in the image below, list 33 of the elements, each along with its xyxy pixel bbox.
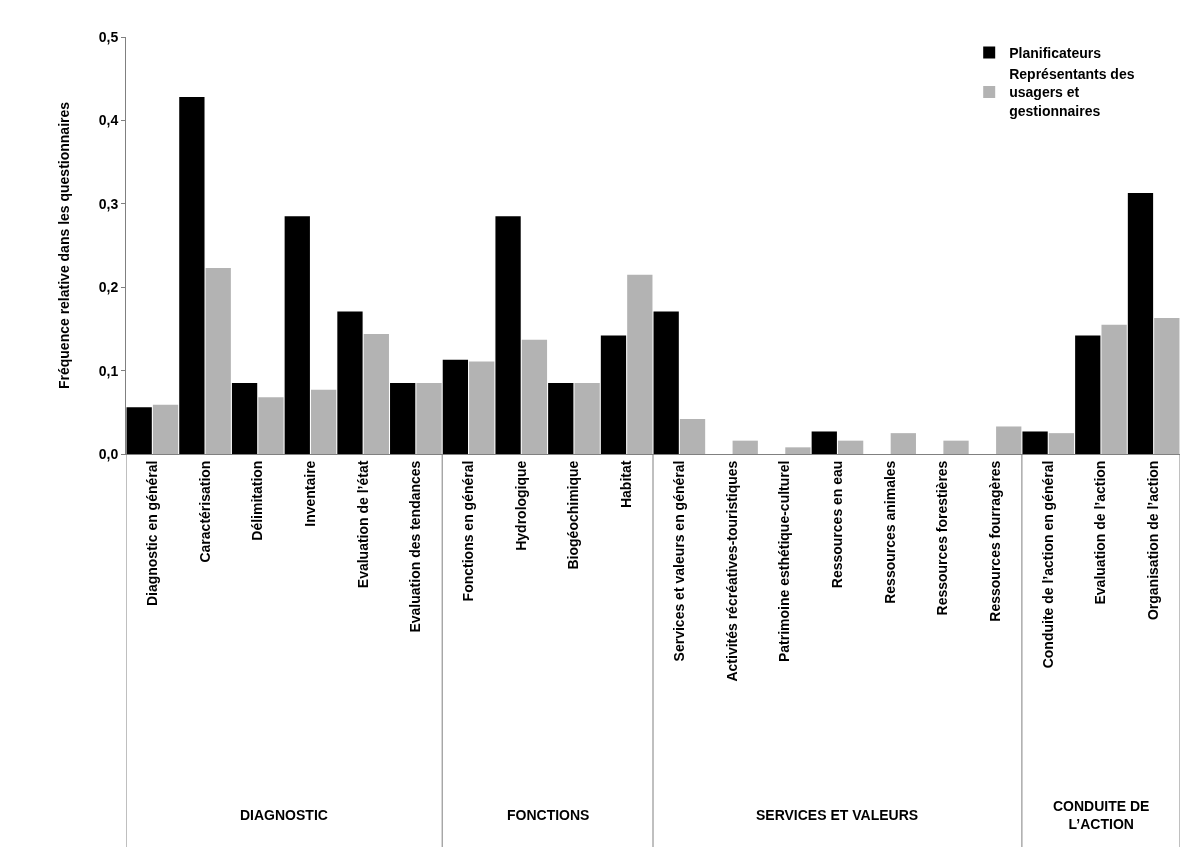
x-tick-label: Organisation de l’action	[1145, 460, 1162, 621]
y-tick-label: 0,1	[98, 362, 119, 379]
text: CONDUITE DE L’ACTION	[1053, 798, 1150, 833]
y-tick-label: 0,4	[98, 112, 119, 129]
x-tick-label: Evaluation de l’état	[354, 460, 371, 589]
y-axis-title: Fréquence relative dans les questionnaires	[56, 101, 73, 390]
x-tick-label: Patrimoine esthétique-culturel	[776, 460, 793, 663]
x-tick-label: Habitat	[618, 460, 635, 509]
x-tick-label: Ressources fourragères	[987, 460, 1004, 622]
x-tick-label: Ressources forestières	[934, 460, 951, 616]
x-tick-label: Activités récréatives-touristiques	[723, 460, 740, 682]
y-tick-label: 0,2	[98, 279, 119, 296]
x-tick-label: Conduite de l’action en général	[1039, 460, 1056, 669]
x-tick-label: Biogéochimique	[565, 460, 582, 570]
x-tick-label: Ressources en eau	[829, 460, 845, 589]
x-tick-label: Fonctions en général	[460, 460, 477, 602]
y-tick-label: 0,0	[98, 445, 119, 462]
x-tick-label: Hydrologique	[512, 460, 529, 551]
text: FONCTIONS	[507, 807, 590, 823]
text: DIAGNOSTIC	[240, 807, 328, 823]
y-tick-label: 0,3	[98, 195, 119, 212]
x-tick-label: Inventaire	[302, 460, 318, 527]
x-tick-label: Evaluation de l’action	[1092, 460, 1109, 605]
legend-label: Planificateurs	[1009, 45, 1102, 62]
y-tick-label: 0,5	[98, 28, 119, 45]
x-tick-label: Diagnostic en général	[143, 460, 160, 607]
legend-label: Représentants des usagers et gestionnaires	[1009, 66, 1135, 119]
x-tick-label: Délimitation	[249, 460, 266, 541]
text: SERVICES ET VALEURS	[756, 807, 919, 823]
x-tick-label: Ressources animales	[881, 460, 898, 604]
x-tick-label: Caractérisation	[196, 460, 213, 563]
x-tick-label: Services et valeurs en général	[670, 460, 687, 662]
x-tick-label: Evaluation des tendances	[407, 460, 424, 633]
